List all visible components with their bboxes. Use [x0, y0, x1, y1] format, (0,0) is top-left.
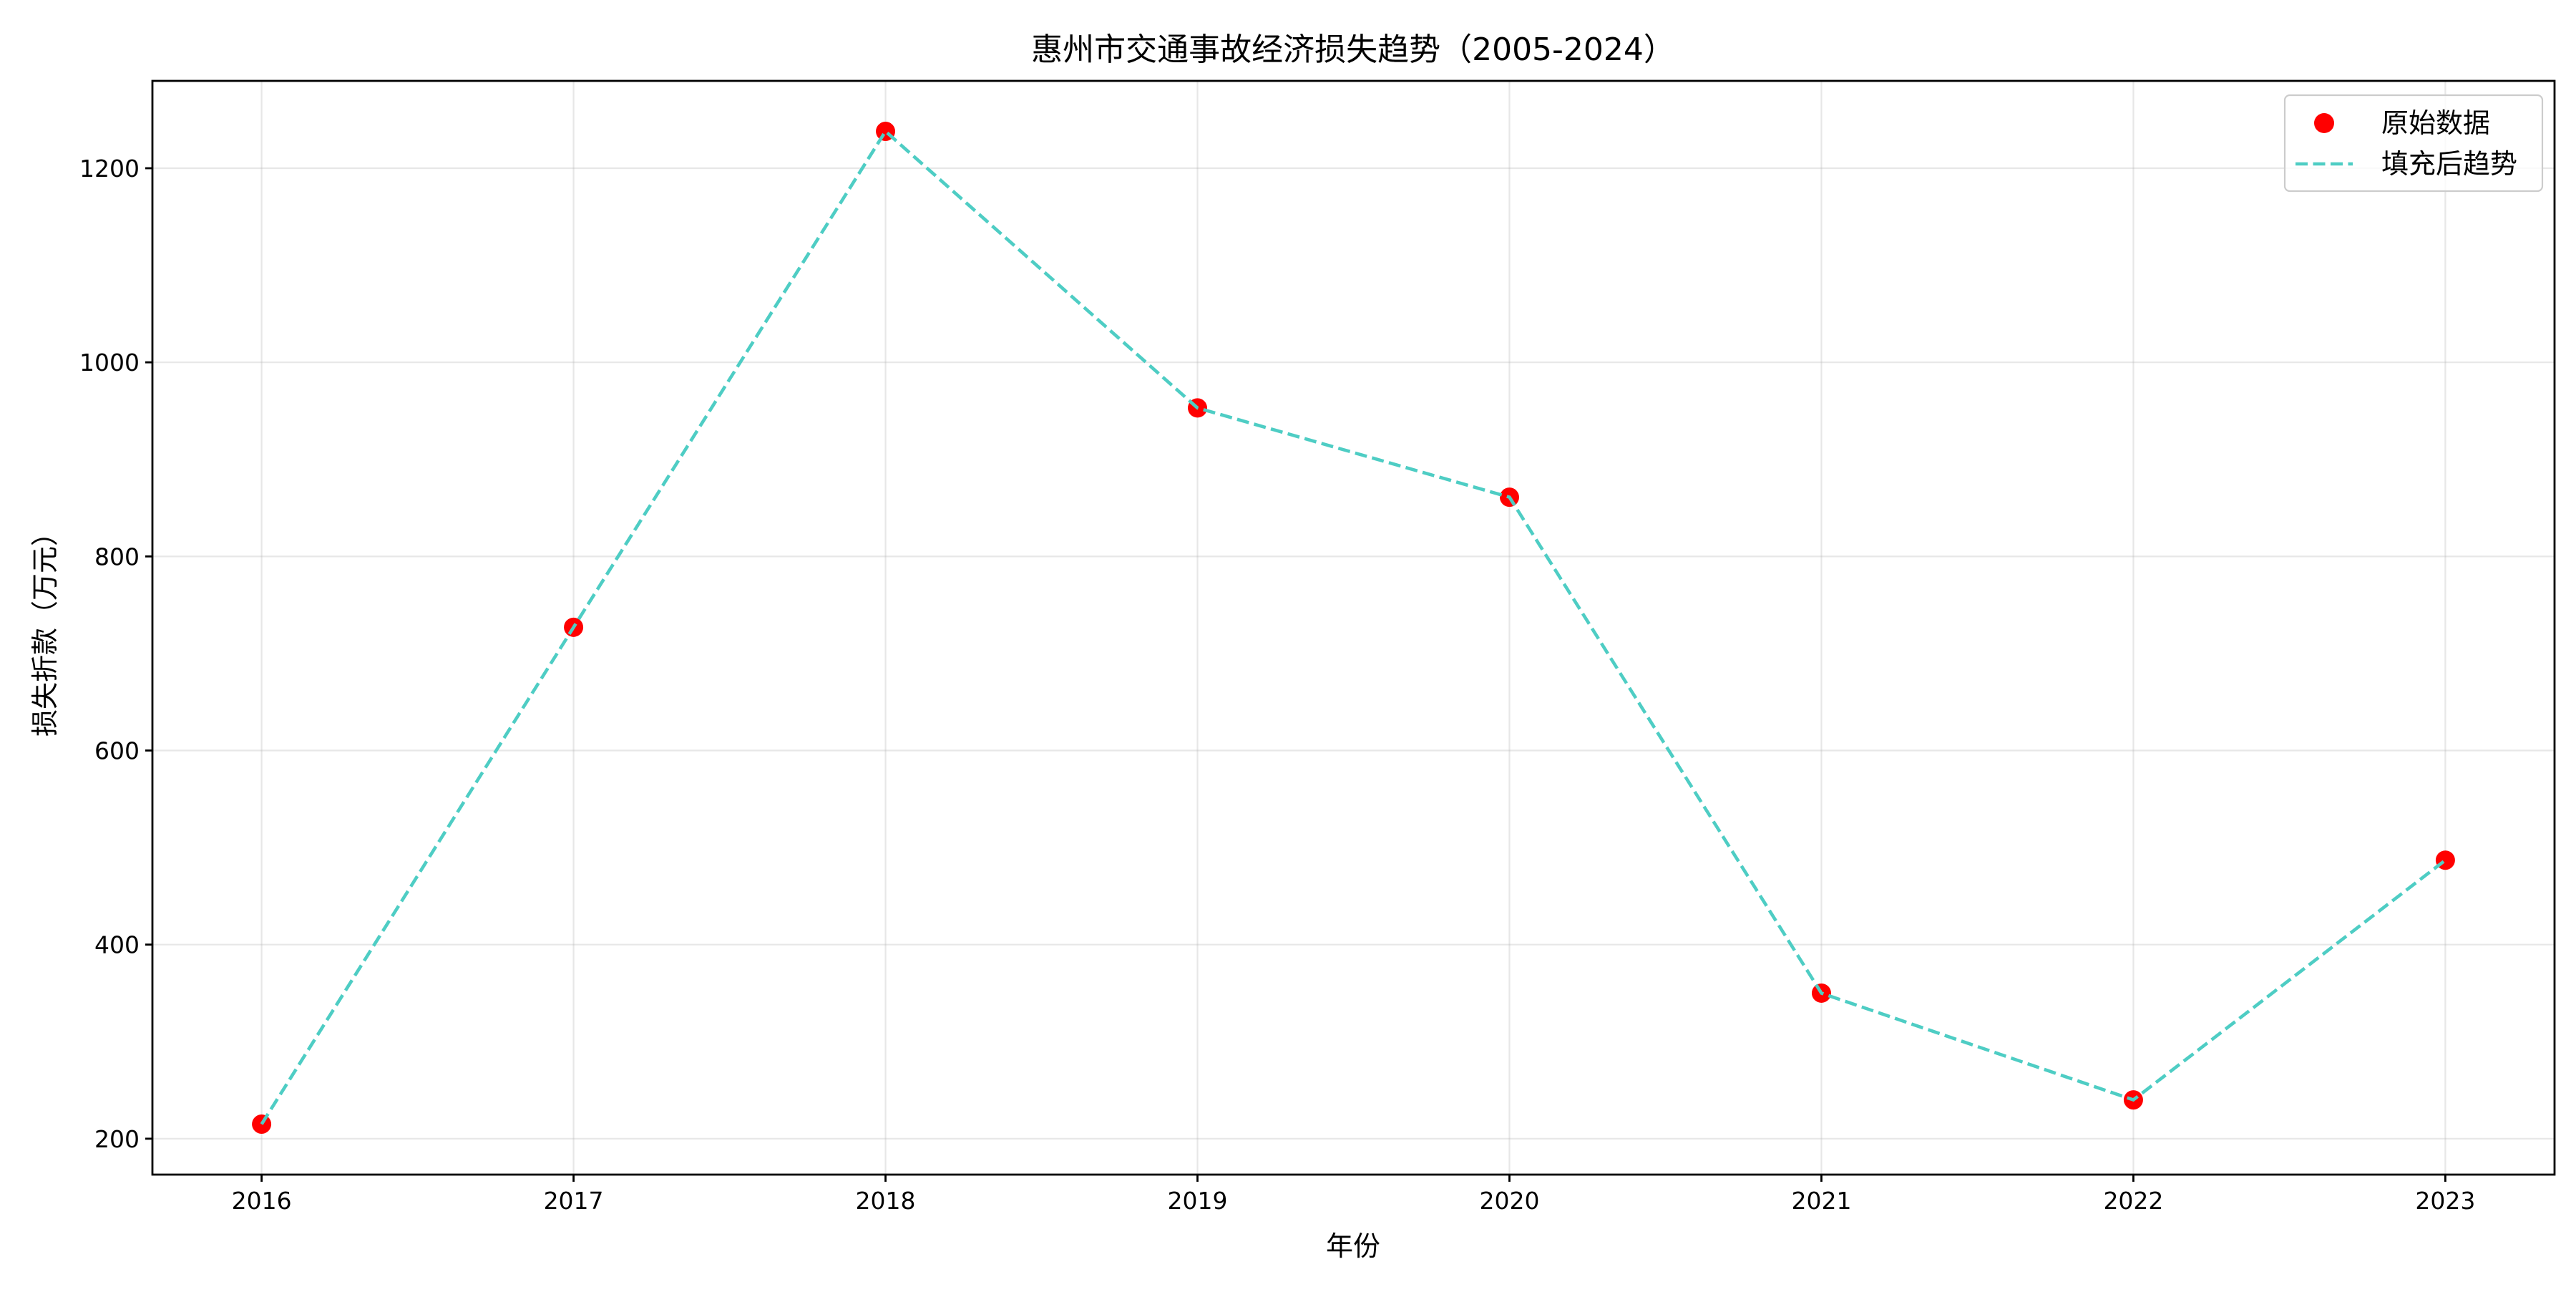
- y-tick-label: 800: [94, 543, 140, 570]
- x-axis-label: 年份: [1326, 1230, 1380, 1262]
- x-tick-label: 2021: [1791, 1187, 1851, 1215]
- legend-label-scatter: 原始数据: [2381, 107, 2490, 139]
- legend-frame: [2283, 94, 2544, 193]
- y-axis-label: 损失折款（万元）: [29, 519, 61, 737]
- trend-line: [260, 128, 2446, 1125]
- y-tick-label: 600: [94, 737, 140, 765]
- data-point: [252, 1114, 272, 1134]
- legend-label-line: 填充后趋势: [2381, 148, 2517, 180]
- legend-marker-scatter: [2314, 113, 2334, 133]
- x-tick-label: 2019: [1168, 1187, 1228, 1215]
- x-tick-label: 2022: [2103, 1187, 2163, 1215]
- legend: 原始数据 填充后趋势: [2283, 94, 2544, 193]
- x-tick-label: 2018: [856, 1187, 916, 1215]
- y-tick-label: 1200: [79, 155, 140, 183]
- y-tick-label: 200: [94, 1125, 140, 1153]
- x-tick-label: 2020: [1479, 1187, 1539, 1215]
- grid: [152, 81, 2555, 1175]
- y-tick-label: 1000: [79, 349, 140, 377]
- ticks: 2016 2017 2018 2019 2020 2021 2022 2023 200 400 60…: [79, 155, 2475, 1215]
- plot-area-frame: [151, 79, 2556, 1176]
- x-tick-label: 2023: [2415, 1187, 2475, 1215]
- x-tick-label: 2016: [232, 1187, 292, 1215]
- y-tick-label: 400: [94, 931, 140, 959]
- plot-series: [252, 122, 2455, 1134]
- x-tick-label: 2017: [544, 1187, 604, 1215]
- chart-title: 惠州市交通事故经济损失趋势（2005-2024）: [1031, 31, 1675, 68]
